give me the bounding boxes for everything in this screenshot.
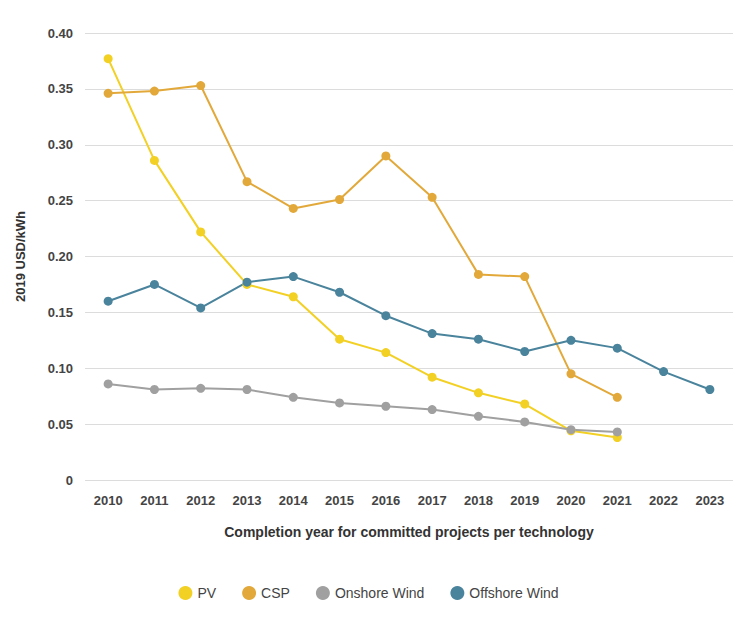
svg-text:2012: 2012 <box>186 493 215 508</box>
svg-text:2022: 2022 <box>649 493 678 508</box>
svg-text:0.30: 0.30 <box>48 137 73 152</box>
svg-text:0.40: 0.40 <box>48 26 73 41</box>
svg-text:0.25: 0.25 <box>48 193 73 208</box>
svg-text:2016: 2016 <box>371 493 400 508</box>
svg-text:2011: 2011 <box>140 493 168 508</box>
svg-text:0: 0 <box>66 473 73 488</box>
svg-text:0.05: 0.05 <box>48 417 73 432</box>
svg-text:0.15: 0.15 <box>48 305 73 320</box>
svg-text:2021: 2021 <box>603 493 632 508</box>
svg-text:0.35: 0.35 <box>48 81 73 96</box>
svg-text:Offshore Wind: Offshore Wind <box>469 585 558 601</box>
svg-text:2010: 2010 <box>94 493 123 508</box>
svg-text:2019 USD/kWh: 2019 USD/kWh <box>13 211 28 302</box>
svg-text:2018: 2018 <box>464 493 493 508</box>
svg-text:PV: PV <box>197 585 216 601</box>
svg-text:CSP: CSP <box>261 585 290 601</box>
svg-text:2020: 2020 <box>557 493 586 508</box>
svg-text:0.10: 0.10 <box>48 361 73 376</box>
svg-text:2015: 2015 <box>325 493 354 508</box>
svg-text:2013: 2013 <box>233 493 262 508</box>
svg-text:0.20: 0.20 <box>48 249 73 264</box>
svg-text:Completion year for committed: Completion year for committed projects p… <box>224 524 594 540</box>
svg-text:2017: 2017 <box>418 493 447 508</box>
svg-text:2019: 2019 <box>510 493 539 508</box>
svg-text:2014: 2014 <box>279 493 309 508</box>
svg-text:Onshore Wind: Onshore Wind <box>335 585 424 601</box>
svg-text:2023: 2023 <box>695 493 724 508</box>
